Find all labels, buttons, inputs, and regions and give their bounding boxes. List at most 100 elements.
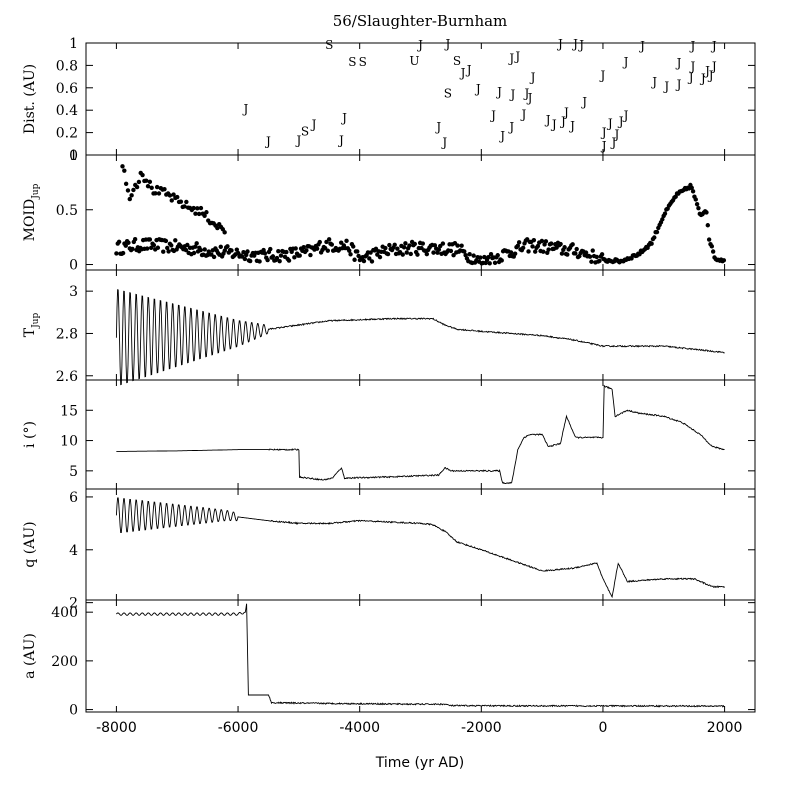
moid-point [590, 248, 595, 253]
moid-point [122, 168, 127, 173]
moid-point [407, 243, 412, 248]
q-y-tick-label: 2 [69, 596, 78, 612]
dist-y-tick-label: 0.2 [56, 126, 78, 142]
moid-point [352, 257, 357, 262]
moid-point [559, 251, 565, 256]
moid-point [173, 238, 178, 243]
encounter-J: J [699, 72, 706, 86]
moid-point [167, 193, 173, 198]
moid-point [355, 249, 360, 254]
moid-point [440, 241, 446, 246]
moid-point [161, 249, 166, 254]
encounter-J: J [416, 38, 423, 52]
moid-point [120, 164, 125, 169]
encounter-S: S [444, 86, 452, 100]
x-tick-label: 2000 [707, 720, 743, 736]
moid-point [562, 245, 567, 250]
moid-point [268, 246, 273, 252]
moid-point [131, 187, 136, 193]
moid-point [191, 205, 196, 211]
moid-point [184, 199, 189, 205]
moid-point [420, 241, 426, 246]
encounter-J: J [440, 136, 447, 150]
moid-point [594, 254, 599, 260]
moid-point [155, 245, 161, 250]
incl-y-tick-label: 5 [69, 464, 78, 480]
encounter-J: J [529, 71, 536, 85]
encounter-J: J [509, 87, 516, 101]
encounter-J: J [556, 37, 563, 51]
moid-point [191, 250, 197, 256]
moid-point [462, 249, 467, 254]
moid-point [520, 245, 526, 251]
moid-point [589, 259, 594, 264]
tjup-series-line [115, 289, 725, 386]
x-axis-label: Time (yr AD) [375, 755, 464, 771]
moid-point [198, 205, 204, 211]
moid-point [193, 244, 198, 249]
encounter-J: J [600, 139, 607, 153]
moid-point [202, 247, 207, 252]
moid-point [385, 251, 391, 257]
encounter-J: J [337, 133, 344, 147]
moid-point [120, 250, 126, 256]
moid-point [169, 198, 174, 203]
panel-q: 2 4 6 q (AU) [22, 488, 756, 612]
q-frame [85, 488, 756, 601]
moid-point [248, 258, 253, 264]
moid-point [515, 243, 521, 248]
encounter-J: J [434, 120, 441, 134]
moid-point [471, 253, 476, 258]
encounter-J: J [559, 114, 566, 128]
moid-point [344, 238, 349, 244]
tjup-y-label: TJup [22, 313, 41, 338]
moid-point [543, 239, 549, 244]
moid-point [486, 254, 491, 260]
moid-point [338, 240, 344, 245]
moid-y-tick-label: 0 [69, 258, 78, 274]
encounter-J: J [568, 119, 575, 133]
panel-tjup: 2.6 2.8 3 TJup [22, 269, 756, 386]
encounter-J: J [662, 80, 669, 94]
moid-point [183, 247, 189, 253]
moid-point [696, 205, 701, 211]
encounter-J: J [613, 128, 620, 142]
moid-point [147, 179, 153, 185]
moid-point [512, 251, 518, 256]
moid-point [292, 255, 297, 260]
moid-point [185, 242, 190, 248]
q-y-label: q (AU) [22, 521, 38, 567]
encounter-J: J [264, 134, 271, 148]
encounter-J: J [544, 113, 551, 127]
encounter-J: J [606, 117, 613, 131]
encounter-J: J [242, 102, 249, 116]
moid-point [326, 237, 332, 242]
encounter-S: S [359, 55, 367, 69]
moid-point [546, 247, 551, 252]
moid-point [308, 252, 313, 258]
moid-point [277, 258, 282, 264]
moid-point [408, 251, 413, 257]
moid-point [126, 240, 131, 245]
moid-point [144, 246, 150, 251]
moid-point [436, 247, 442, 252]
moid-point [459, 243, 464, 248]
moid-point [241, 249, 246, 255]
panel-moid: 0 0.5 1 MOIDJup [22, 148, 756, 274]
moid-point [431, 250, 436, 255]
moid-point [721, 258, 727, 263]
a-series-line [116, 603, 725, 708]
encounter-S: S [453, 54, 461, 68]
moid-point [195, 206, 200, 211]
moid-point [130, 246, 135, 252]
dist-y-tick-label: 0.8 [56, 58, 78, 74]
dist-frame [85, 42, 756, 156]
moid-point [652, 235, 657, 240]
x-tick-label: -2000 [461, 720, 502, 736]
moid-point [162, 186, 167, 192]
moid-point [293, 246, 298, 251]
moid-point [710, 249, 716, 254]
a-y-tick-label: 0 [69, 703, 78, 719]
encounter-J: J [523, 86, 530, 100]
encounter-J: J [495, 85, 502, 99]
